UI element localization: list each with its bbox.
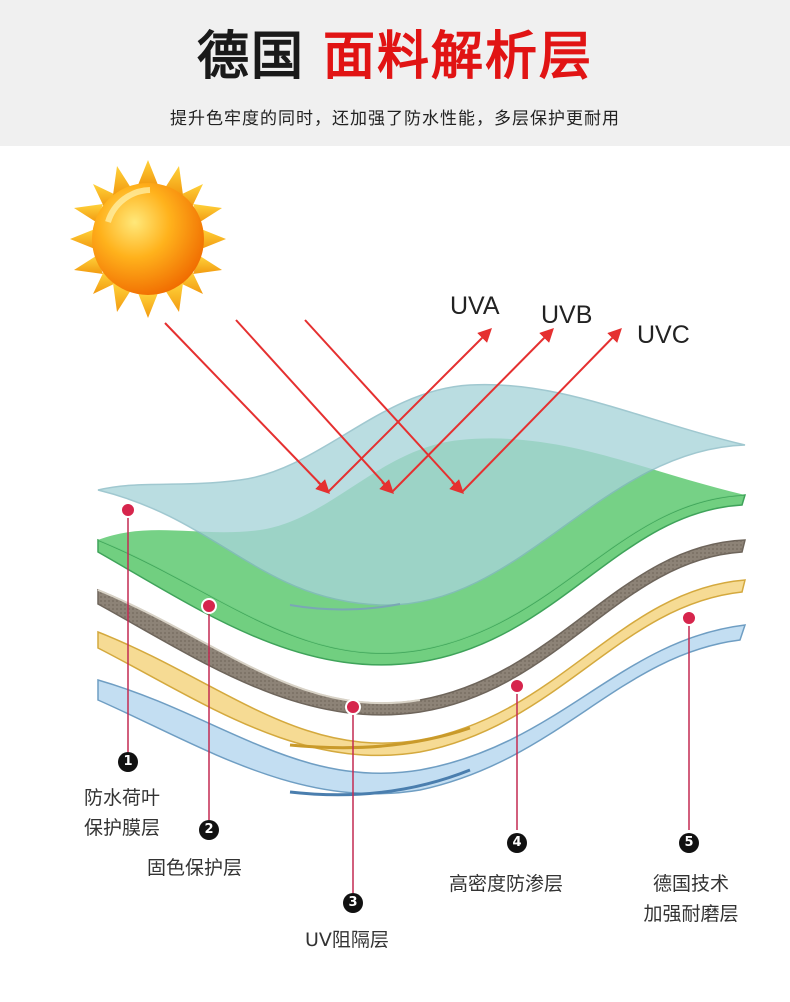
header-banner [0,0,790,146]
uv-rays [164,319,622,494]
layer-1-badge: 1 [118,752,138,772]
layer-2-badge: 2 [199,820,219,840]
fabric-layer-diagram [70,160,747,893]
layer-wear-resistant [97,624,747,795]
title-red: 面料解析层 [323,27,594,87]
uvc-label: UVC [637,321,690,349]
layer-pins [127,510,690,893]
layer-4-label: 高密度防渗层 [449,873,564,895]
layer-5-label: 德国技术 加强耐磨层 [643,873,739,925]
pin-dot-4 [509,678,525,694]
layer-5-badge: 5 [679,833,699,853]
page-subtitle: 提升色牢度的同时，还加强了防水性能，多层保护更耐用 [170,109,620,129]
layer-1-label: 防水荷叶 保护膜层 [84,787,161,839]
uva-label: UVA [450,292,500,320]
layer-4-badge: 4 [507,833,527,853]
pin-dot-5 [681,610,697,626]
layer-waterproof-film [97,383,746,606]
layer-2-label: 固色保护层 [147,857,243,879]
pin-dot-2 [201,598,217,614]
sun-icon [70,160,226,318]
layer-3-badge: 3 [343,893,363,913]
uvb-label: UVB [541,301,593,329]
layer-3-label: UV阻隔层 [305,929,389,951]
title-black: 德国 [196,27,305,87]
pin-dot-3 [345,699,361,715]
page-title: 德国 面料解析层 [0,22,790,92]
pin-dot-1 [120,502,136,518]
